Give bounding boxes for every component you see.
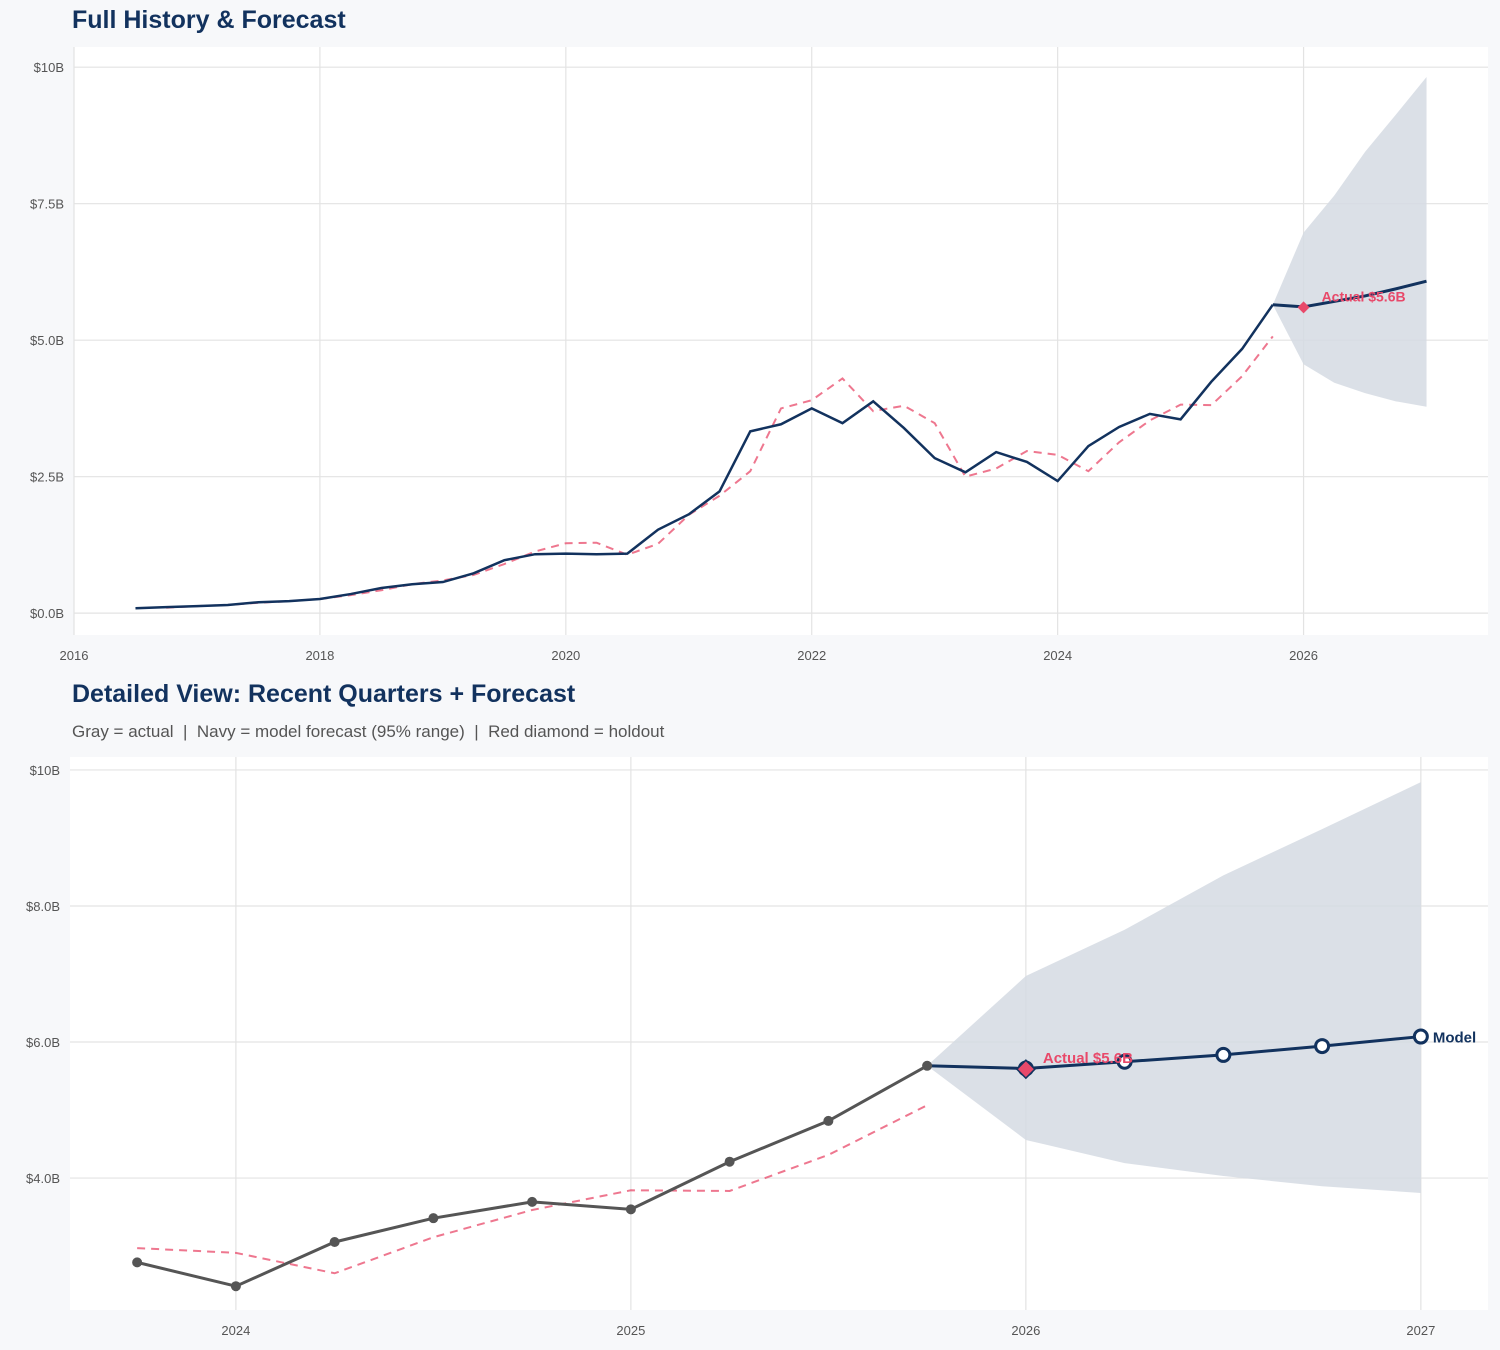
y-tick-label: $6.0B [26, 1035, 60, 1050]
x-tick-label: 2018 [305, 648, 334, 663]
chart-1: 2016 2018 2020 2022 2024 2026 $0.0B $2.5B $5.0B $… [30, 47, 1488, 663]
forecast-point [1314, 1038, 1331, 1055]
y-tick-label: $2.5B [30, 470, 64, 485]
forecast-point [1412, 1028, 1429, 1045]
chart-2-subtitle: Gray = actual | Navy = model forecast (9… [72, 722, 665, 741]
actual-point [823, 1115, 834, 1126]
x-tick-label: 2020 [551, 648, 580, 663]
actual-point [132, 1257, 143, 1268]
forecast-point [1116, 1053, 1133, 1070]
holdout-label: Actual $5.6B [1043, 1050, 1133, 1067]
y-tick-label: $5.0B [30, 333, 64, 348]
actual-point [329, 1236, 340, 1247]
model-label: Model [1433, 1030, 1476, 1047]
forecast-line [927, 1035, 1421, 1071]
y-tick-label: $10B [34, 60, 64, 75]
y-tick-label: $4.0B [26, 1171, 60, 1186]
x-tick-label: 2027 [1406, 1323, 1435, 1338]
forecast-line [1272, 279, 1427, 309]
actual-point [922, 1060, 933, 1071]
plot-area [74, 47, 1488, 635]
actual-point [230, 1281, 241, 1292]
x-tick-label: 2024 [1043, 648, 1072, 663]
actual-point [724, 1156, 735, 1167]
actual-point [625, 1204, 636, 1215]
x-tick-label: 2022 [797, 648, 826, 663]
actual-line [135, 303, 1274, 610]
forecast-band-95 [1272, 77, 1427, 407]
x-tick-label: 2024 [221, 1323, 250, 1338]
holdout-diamond [1015, 1059, 1036, 1080]
chart-1-title: Full History & Forecast [72, 6, 346, 34]
fitted-dashed-line [137, 1104, 928, 1275]
holdout-label: Actual $5.6B [1322, 288, 1406, 304]
x-tick-label: 2026 [1289, 648, 1318, 663]
x-tick-label: 2016 [60, 648, 89, 663]
actual-point [428, 1213, 439, 1224]
actual-point [527, 1196, 538, 1207]
forecast-band-95 [927, 782, 1421, 1194]
chart-2-title: Detailed View: Recent Quarters + Forecas… [72, 680, 576, 708]
y-tick-label: $8.0B [26, 899, 60, 914]
y-tick-label: $7.5B [30, 197, 64, 212]
x-tick-label: 2026 [1011, 1323, 1040, 1338]
holdout-diamond [1297, 301, 1310, 314]
x-tick-label: 2025 [616, 1323, 645, 1338]
forecast-point [1215, 1046, 1232, 1063]
chart-2: 2024 2025 2026 2027 $4.0B $6.0B $8.0B $10B Model… [26, 757, 1488, 1338]
y-tick-label: $10B [30, 763, 60, 778]
y-tick-label: $0.0B [30, 606, 64, 621]
